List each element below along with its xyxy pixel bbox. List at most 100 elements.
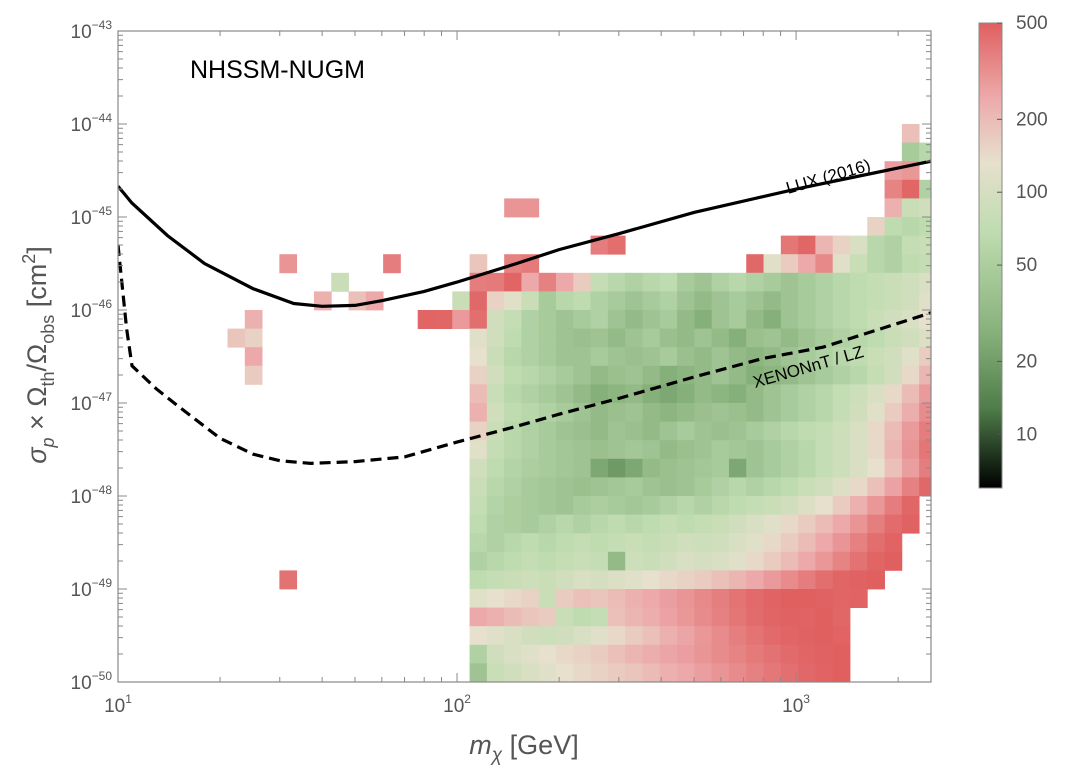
- heatmap-cell: [486, 458, 505, 478]
- heatmap-cell: [849, 384, 868, 404]
- heatmap-cell: [832, 477, 851, 497]
- heatmap-cell: [780, 496, 799, 515]
- lux-2016-curve: [118, 159, 931, 308]
- heatmap-cell: [815, 291, 834, 311]
- heatmap-cell: [607, 626, 626, 646]
- heatmap-cell: [936, 366, 954, 385]
- heatmap-cell: [521, 328, 540, 348]
- heatmap-cell: [504, 421, 522, 441]
- heatmap-cell: [556, 458, 574, 478]
- heatmap-cell: [867, 328, 885, 348]
- heatmap-cell: [746, 254, 764, 274]
- heatmap-cell: [625, 347, 643, 367]
- heatmap-cell: [642, 310, 661, 329]
- heatmap-cell: [677, 365, 695, 385]
- heatmap-cell: [659, 403, 678, 422]
- heatmap-cell: [590, 607, 609, 627]
- heatmap-cell: [901, 310, 920, 329]
- heatmap-cell: [504, 403, 522, 422]
- heatmap-cell: [832, 310, 851, 329]
- heatmap-cell: [798, 644, 816, 664]
- heatmap-cell: [659, 551, 678, 571]
- heatmap-cell: [659, 365, 678, 385]
- heatmap-cell: [901, 217, 920, 236]
- heatmap-cell: [469, 570, 488, 590]
- heatmap-cell: [556, 589, 574, 608]
- heatmap-cell: [798, 384, 816, 404]
- x-axis-title: mχ [GeV]: [469, 730, 578, 766]
- heatmap-cell: [590, 589, 609, 608]
- heatmap-cell: [694, 570, 713, 590]
- heatmap-cell: [659, 384, 678, 404]
- heatmap-cell: [919, 440, 931, 460]
- heatmap-cell: [936, 273, 954, 292]
- heatmap-cell: [798, 496, 816, 515]
- heatmap-cell: [815, 496, 834, 515]
- heatmap-cell: [573, 607, 592, 627]
- heatmap-cell: [867, 458, 885, 478]
- heatmap-cell: [763, 458, 782, 478]
- heatmap-cell: [607, 496, 626, 515]
- heatmap-cell: [798, 458, 816, 478]
- heatmap-cell: [504, 458, 522, 478]
- heatmap-cell: [677, 663, 695, 682]
- heatmap-cell: [919, 217, 931, 236]
- heatmap-cell: [867, 235, 885, 255]
- heatmap-cell: [469, 254, 488, 274]
- heatmap-cell: [486, 347, 505, 367]
- heatmap-cell: [607, 644, 626, 664]
- y-axis-ticks: 10−43 10−44 10−45 10−46 10−47 10−48 10−49 10−50: [71, 18, 931, 694]
- colorbar: 500 200 100 50 20 10: [978, 13, 1048, 489]
- heatmap-cell: [798, 551, 816, 571]
- heatmap-cell: [694, 514, 713, 534]
- heatmap-cell: [763, 421, 782, 441]
- heatmap-cell: [642, 458, 661, 478]
- heatmap-cell: [556, 644, 574, 664]
- heatmap-cell: [798, 421, 816, 441]
- heatmap-cell: [919, 291, 931, 311]
- y-tick-label: 10−45: [71, 204, 113, 229]
- y-tick-label: 10−46: [71, 297, 113, 322]
- heatmap-cell: [607, 589, 626, 608]
- heatmap-cell: [815, 626, 834, 646]
- heatmap-cell: [867, 310, 885, 329]
- heatmap-cell: [954, 329, 972, 348]
- heatmap-cell: [746, 328, 764, 348]
- heatmap-cell: [538, 365, 557, 385]
- heatmap-cell: [780, 254, 799, 274]
- heatmap-cell: [919, 328, 931, 348]
- heatmap-cell: [659, 310, 678, 329]
- heatmap-cell: [884, 551, 903, 571]
- heatmap-cell: [901, 272, 920, 292]
- heatmap-cell: [919, 421, 931, 441]
- lux-2016-label: LUX (2016): [784, 156, 873, 198]
- heatmap-cell: [694, 347, 713, 367]
- heatmap-cell: [849, 496, 868, 515]
- heatmap-cell: [486, 496, 505, 515]
- limit-curves: [118, 159, 931, 466]
- heatmap-cell: [867, 496, 885, 515]
- heatmap-cell: [867, 291, 885, 311]
- heatmap-cell: [486, 365, 505, 385]
- heatmap-cell: [763, 514, 782, 534]
- heatmap-cell: [677, 272, 695, 292]
- heatmap-cell: [763, 533, 782, 553]
- heatmap-cell: [590, 403, 609, 422]
- heatmap-cell: [780, 421, 799, 441]
- heatmap-cell: [936, 329, 954, 348]
- heatmap-cell: [901, 514, 920, 534]
- heatmap-cell: [746, 607, 764, 627]
- heatmap-cell: [919, 272, 931, 292]
- heatmap-cells: [227, 124, 972, 682]
- heatmap-cell: [780, 589, 799, 608]
- heatmap-cell: [607, 458, 626, 478]
- heatmap-cell: [901, 328, 920, 348]
- x-axis-ticks: 101 102 103: [104, 31, 899, 717]
- heatmap-cell: [625, 328, 643, 348]
- heatmap-cell: [694, 607, 713, 627]
- heatmap-cell: [590, 310, 609, 329]
- heatmap-cell: [469, 551, 488, 571]
- heatmap-cell: [677, 384, 695, 404]
- heatmap-cell: [849, 365, 868, 385]
- heatmap-cell: [936, 440, 954, 459]
